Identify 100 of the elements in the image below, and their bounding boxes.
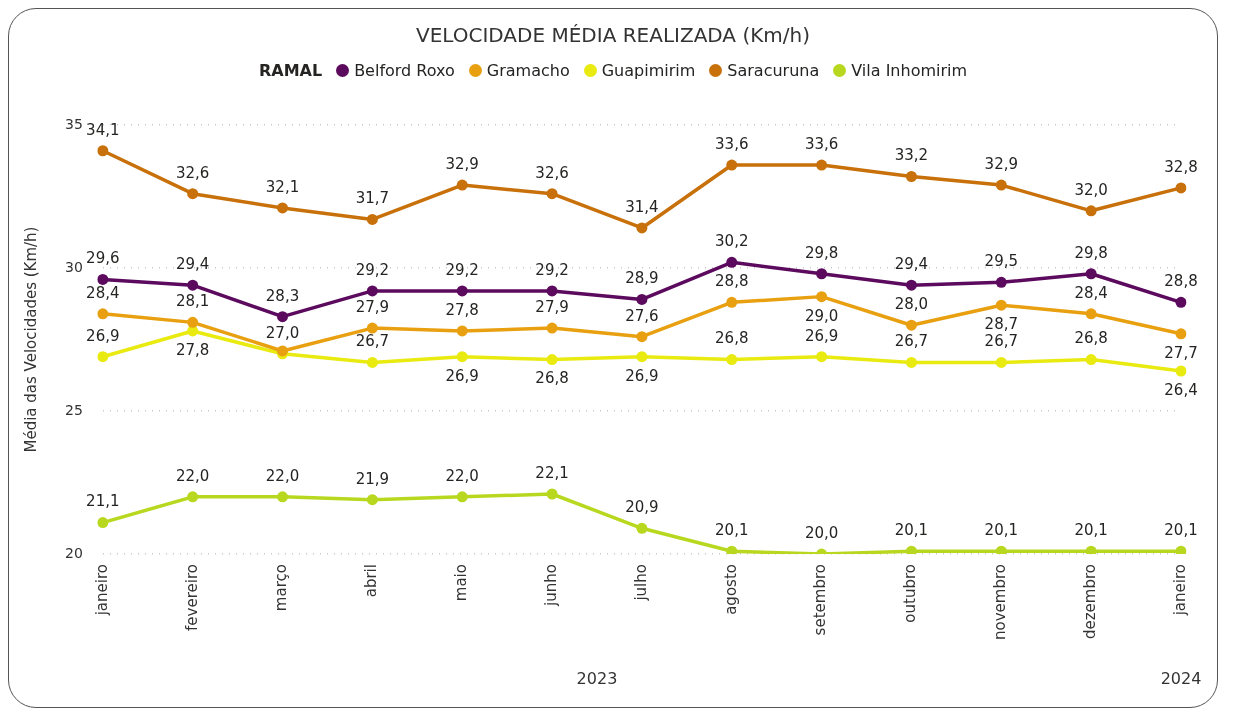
- y-tick-label: 20: [64, 544, 83, 561]
- x-tick-label: outubro: [901, 564, 920, 623]
- data-label: 32,9: [445, 154, 479, 173]
- point: [1175, 296, 1187, 308]
- data-label: 30,2: [715, 232, 749, 251]
- x-tick-label: junho: [541, 564, 560, 607]
- data-label: 26,8: [715, 329, 749, 348]
- data-label: 27,8: [445, 300, 479, 319]
- data-label: 26,7: [984, 332, 1019, 351]
- point: [995, 299, 1007, 311]
- point: [187, 491, 199, 503]
- point: [816, 351, 828, 363]
- data-label: 27,9: [535, 297, 569, 316]
- data-label: 27,7: [1164, 343, 1198, 362]
- point: [636, 351, 648, 363]
- y-tick-label: 35: [64, 115, 83, 132]
- chart-title: VELOCIDADE MÉDIA REALIZADA (Km/h): [414, 23, 812, 47]
- point: [97, 351, 109, 363]
- data-label: 27,0: [265, 323, 300, 342]
- data-label: 27,6: [625, 306, 659, 325]
- data-label: 20,1: [715, 521, 749, 540]
- data-label: 32,0: [1074, 180, 1108, 199]
- point: [546, 322, 558, 334]
- point: [1085, 354, 1097, 366]
- point: [726, 159, 738, 171]
- data-label: 31,7: [355, 189, 390, 208]
- point: [1175, 545, 1187, 555]
- data-label: 20,1: [1164, 521, 1198, 540]
- point: [546, 488, 558, 500]
- data-label: 22,0: [175, 466, 210, 485]
- legend-label: Guapimirim: [601, 61, 696, 80]
- point: [1085, 308, 1097, 320]
- point: [187, 279, 199, 291]
- point: [726, 545, 738, 555]
- point: [995, 179, 1007, 191]
- y-tick-label: 25: [64, 401, 83, 418]
- point: [905, 279, 917, 291]
- point: [97, 145, 109, 157]
- point: [726, 296, 738, 308]
- point: [636, 331, 648, 343]
- data-label: 26,7: [894, 332, 929, 351]
- data-label: 26,8: [1074, 329, 1108, 348]
- data-label: 34,1: [86, 120, 120, 139]
- data-label: 29,6: [86, 249, 120, 268]
- data-label: 32,9: [984, 154, 1019, 173]
- data-label: 26,9: [445, 366, 479, 385]
- data-label: 26,9: [86, 326, 120, 345]
- point: [456, 179, 468, 191]
- legend-label: Gramacho: [486, 61, 570, 80]
- point: [905, 356, 917, 368]
- text: 2023: [576, 669, 618, 689]
- point: [1175, 365, 1187, 377]
- data-label: 22,0: [445, 466, 479, 485]
- data-label: 21,9: [355, 469, 390, 488]
- data-label: 33,6: [715, 134, 749, 153]
- data-label: 28,8: [1164, 272, 1198, 291]
- data-label: 21,1: [86, 492, 120, 511]
- point: [187, 188, 199, 200]
- point: [456, 325, 468, 337]
- point: [726, 256, 738, 268]
- data-label: 29,2: [535, 260, 569, 279]
- data-label: 32,6: [535, 163, 569, 182]
- data-label: 28,1: [175, 292, 210, 311]
- data-label: 29,5: [984, 252, 1019, 271]
- point: [277, 202, 289, 214]
- point: [187, 316, 199, 328]
- data-label: 28,4: [86, 283, 120, 302]
- data-label: 26,9: [804, 326, 839, 345]
- point: [546, 285, 558, 297]
- data-label: 33,6: [804, 134, 839, 153]
- data-label: 29,0: [804, 306, 839, 325]
- data-label: 32,8: [1164, 157, 1198, 176]
- point: [1175, 328, 1187, 340]
- data-label: 28,0: [894, 295, 929, 314]
- point: [366, 322, 378, 334]
- point: [97, 273, 109, 285]
- point: [816, 159, 828, 171]
- data-label: 28,3: [265, 286, 300, 305]
- x-tick-label: novembro: [991, 564, 1010, 640]
- x-tick-label: abril: [362, 564, 381, 598]
- x-tick-label: março: [272, 564, 291, 612]
- point: [97, 308, 109, 320]
- data-label: 27,9: [355, 297, 390, 316]
- data-label: 32,1: [265, 177, 300, 196]
- x-tick-label: fevereiro: [182, 564, 201, 631]
- x-tick-label: agosto: [721, 564, 740, 615]
- point: [97, 517, 109, 529]
- point: [456, 491, 468, 503]
- data-label: 33,2: [894, 146, 929, 165]
- x-tick-label: setembro: [811, 564, 830, 636]
- data-label: 20,1: [894, 521, 929, 540]
- point: [456, 351, 468, 363]
- point: [366, 285, 378, 297]
- point: [636, 293, 648, 305]
- x-tick-label: julho: [631, 564, 650, 602]
- point: [546, 354, 558, 366]
- data-label: 29,8: [804, 243, 839, 262]
- point: [277, 311, 289, 323]
- point: [456, 285, 468, 297]
- point: [636, 522, 648, 534]
